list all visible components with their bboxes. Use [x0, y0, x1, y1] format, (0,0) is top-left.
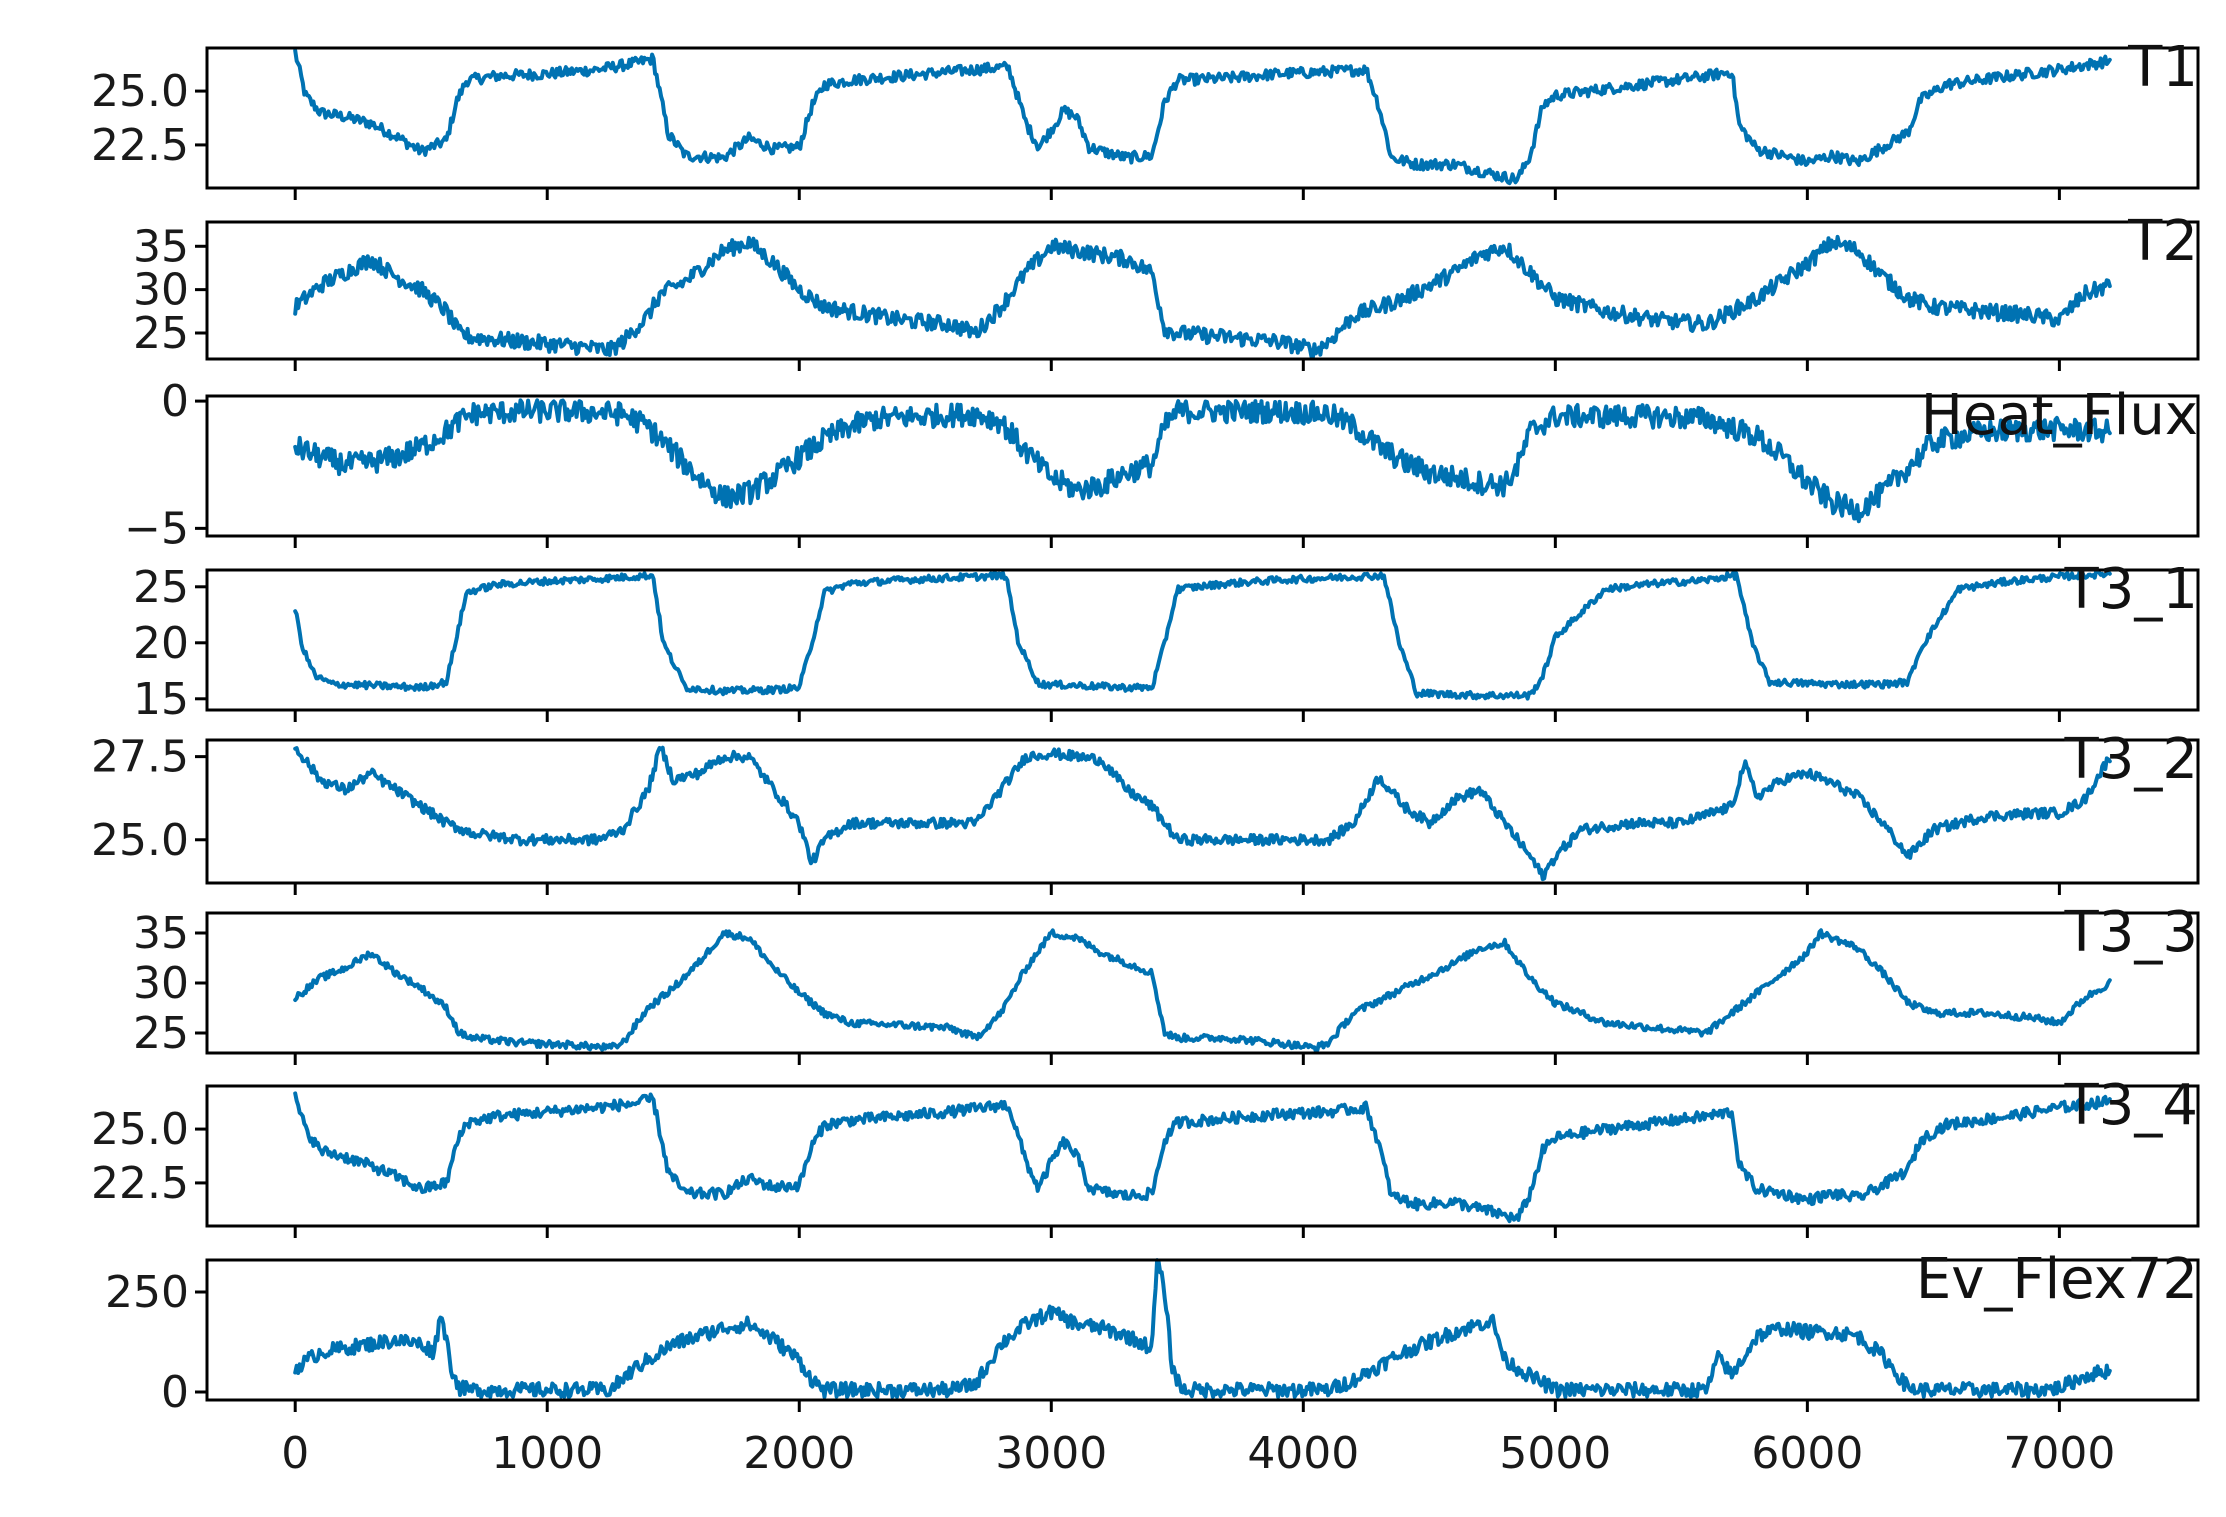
xtick-label: 4000	[1247, 1428, 1359, 1479]
axes-frame	[205, 1084, 2200, 1228]
ytick-label: 0	[161, 376, 189, 427]
panel-label: T1	[2127, 35, 2198, 100]
xtick-label: 2000	[743, 1428, 855, 1479]
series-line-t3_4	[293, 1091, 2112, 1224]
subplot-ev-flex72: 0 250 Ev_Flex72	[105, 1247, 2200, 1418]
xtick-label: 5000	[1499, 1428, 1611, 1479]
ytick-label: 35	[133, 908, 189, 959]
ytick-label: 27.5	[91, 732, 189, 783]
ytick-label: 22.5	[91, 1158, 189, 1209]
xtick-label: 6000	[1751, 1428, 1863, 1479]
panel-label: T3_2	[2064, 727, 2198, 792]
xtick-label: 3000	[995, 1428, 1107, 1479]
axes-frame	[205, 738, 2200, 885]
xtick-label: 7000	[2003, 1428, 2115, 1479]
subplot-t1: 22.525.0 T1	[91, 35, 2200, 200]
ytick-label: 30	[133, 958, 189, 1009]
ytick-label: 15	[133, 674, 189, 725]
ytick-label: 25	[133, 562, 189, 613]
ytick-label: 30	[133, 265, 189, 316]
ytick-label: 22.5	[91, 120, 189, 171]
panel-label: T3_1	[2064, 557, 2198, 622]
xtick-label: 1000	[491, 1428, 603, 1479]
panel-label: Ev_Flex72	[1916, 1247, 2198, 1312]
series-line-ev_flex72	[293, 1258, 2112, 1400]
series-line-t3_2	[293, 745, 2112, 882]
series-line-t2	[293, 234, 2112, 360]
panel-label: Heat_Flux	[1921, 383, 2198, 448]
ytick-label: 25	[133, 1008, 189, 1059]
axes-frame	[205, 46, 2200, 190]
series-line-t3_1	[293, 569, 2112, 701]
series-line-heat_flux	[293, 398, 2112, 524]
ytick-label: 0	[161, 1367, 189, 1418]
ytick-label: 35	[133, 221, 189, 272]
ytick-label: 25.0	[91, 66, 189, 117]
series-line-t1	[293, 48, 2112, 186]
axes-frame	[205, 394, 2200, 538]
series-line-t3_3	[293, 928, 2112, 1054]
subplot-t3-4: 22.525.0 T3_4	[91, 1073, 2200, 1238]
panel-label: T3_3	[2064, 900, 2198, 965]
subplot-t3-2: 25.0 27.5 T3_2	[91, 727, 2200, 895]
ytick-label: 25.0	[91, 1104, 189, 1155]
subplot-heat-flux: −5 0 Heat_Flux	[124, 376, 2200, 554]
axes-frame	[205, 1258, 2200, 1402]
ytick-label: 250	[105, 1267, 189, 1318]
ytick-label: 20	[133, 618, 189, 669]
ytick-label: −5	[124, 503, 189, 554]
panel-label: T2	[2127, 209, 2198, 274]
xtick-label: 0	[281, 1428, 309, 1479]
shared-x-axis: 0 1000 2000 3000 4000 5000 6000 7000	[281, 1428, 2115, 1479]
ytick-label: 25	[133, 308, 189, 359]
axes-frame	[205, 568, 2200, 712]
ytick-label: 25.0	[91, 815, 189, 866]
panel-label: T3_4	[2064, 1073, 2198, 1138]
